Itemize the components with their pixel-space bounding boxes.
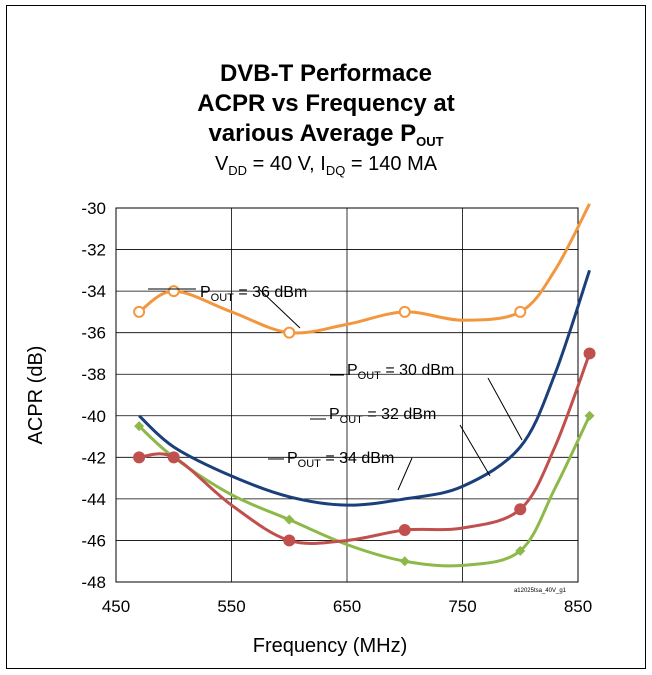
y-axis-label: ACPR (dB): [25, 346, 47, 445]
y-tick-label: -30: [81, 199, 106, 218]
leader-line-32-dbm: [459, 424, 491, 477]
series-line-30-dbm: [138, 269, 591, 507]
series-line-34-dbm: [138, 415, 591, 568]
y-tick-label: -44: [81, 490, 106, 509]
chart-subtitle: VDD = 40 V, IDQ = 140 MA: [0, 152, 652, 178]
annotations: POUT = 36 dBm POUT = 30 dBm POUT = 32 dBm P…: [148, 284, 523, 491]
x-tick-label: 650: [333, 597, 361, 616]
annotation-label-36-dbm: POUT = 36 dBm: [200, 284, 307, 304]
y-tick-label: -40: [81, 407, 106, 426]
x-tick-label: 450: [102, 597, 130, 616]
data-point-34-dbm: [284, 514, 295, 525]
data-point-36-dbm: [133, 305, 146, 318]
data-point-36-dbm: [167, 285, 180, 298]
x-axis-label: Frequency (MHz): [253, 635, 407, 657]
subtitle-vdd-value: = 40 V, I: [247, 153, 326, 175]
annotation-label-32-dbm: POUT = 32 dBm: [329, 406, 436, 426]
x-tick-label: 550: [217, 597, 245, 616]
data-point-32-dbm: [283, 534, 296, 547]
annotation-label-34-dbm: POUT = 34 dBm: [287, 450, 394, 470]
grid: [115, 207, 579, 583]
title-line-3-text: various Average P: [208, 120, 417, 147]
chart-title-line-1: DVB-T Performace: [219, 60, 433, 87]
annotation-label-30-dbm: POUT = 30 dBm: [347, 362, 454, 382]
data-point-34-dbm: [399, 556, 410, 567]
data-point-34-dbm: [584, 410, 595, 421]
y-tick-label: -46: [81, 531, 106, 550]
data-point-36-dbm: [398, 305, 411, 318]
data-point-34-dbm: [134, 421, 145, 432]
y-tick-label: -34: [81, 282, 106, 301]
data-point-32-dbm: [583, 347, 596, 360]
series-line-36-dbm: [138, 203, 591, 335]
series-line-32-dbm: [138, 352, 591, 545]
y-tick-label: -32: [81, 241, 106, 260]
leader-line-34-dbm: [397, 457, 413, 491]
y-tick-label: -42: [81, 448, 106, 467]
title-line-3-sub: OUT: [416, 134, 444, 149]
leader-line-36-dbm: [259, 289, 301, 329]
data-point-34-dbm: [515, 545, 526, 556]
chart-title-line-2: ACPR vs Frequency at: [197, 90, 455, 117]
x-tick-label: 750: [448, 597, 476, 616]
subtitle-idq-sub: DQ: [325, 163, 346, 178]
x-tick-label: 850: [564, 597, 592, 616]
chart-title-line-3: various Average POUT: [0, 120, 652, 148]
y-tick-label: -36: [81, 324, 106, 343]
leader-line-30-dbm: [487, 377, 523, 441]
data-point-36-dbm: [283, 326, 296, 339]
watermark: a12025tsa_40V_g1: [514, 588, 567, 594]
subtitle-vdd-sub: DD: [228, 163, 248, 178]
data-point-36-dbm: [514, 305, 527, 318]
chart-frame: [6, 5, 646, 669]
data-point-32-dbm: [167, 451, 180, 464]
subtitle-vdd: V: [214, 153, 229, 175]
y-tick-label: -38: [81, 365, 106, 384]
y-tick-label: -48: [81, 573, 106, 592]
tick-labels: 450 550 650 750 850 -30 -32 -34 -36 -38 -40 -42 -44 -…: [81, 199, 592, 616]
series-layer: [133, 203, 596, 568]
data-point-32-dbm: [133, 451, 146, 464]
data-point-32-dbm: [514, 503, 527, 516]
data-point-32-dbm: [398, 524, 411, 537]
subtitle-idq-value: = 140 MA: [345, 153, 438, 175]
